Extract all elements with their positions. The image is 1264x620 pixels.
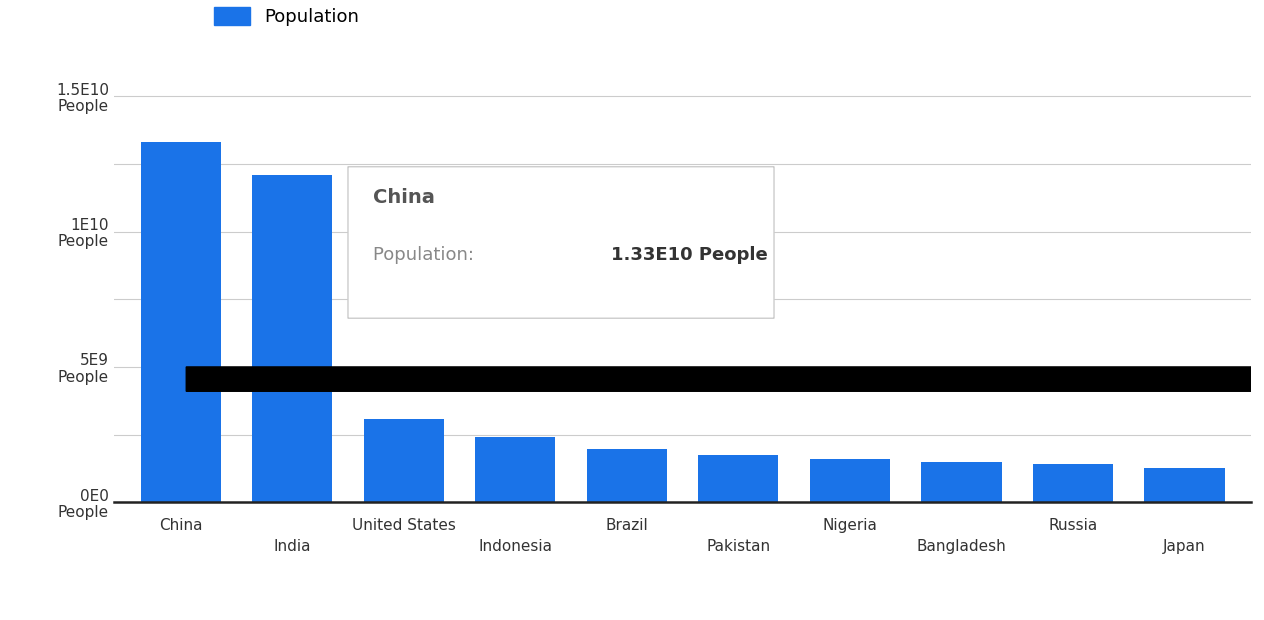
Legend: Population: Population: [214, 7, 359, 26]
Text: Population:: Population:: [373, 246, 479, 264]
Text: Pakistan: Pakistan: [707, 539, 770, 554]
FancyBboxPatch shape: [348, 167, 774, 318]
Text: Russia: Russia: [1048, 518, 1097, 533]
Bar: [1144, 468, 1225, 502]
Bar: [140, 143, 221, 502]
Text: China: China: [159, 518, 202, 533]
Bar: [810, 459, 890, 502]
Text: Bangladesh: Bangladesh: [916, 539, 1006, 554]
Text: Indonesia: Indonesia: [478, 539, 552, 554]
Text: Brazil: Brazil: [605, 518, 648, 533]
Text: Japan: Japan: [1163, 539, 1206, 554]
Text: China: China: [373, 188, 435, 207]
Bar: [475, 436, 555, 502]
Bar: [252, 175, 332, 502]
Bar: [1033, 464, 1114, 502]
Text: India: India: [273, 539, 311, 554]
Bar: [698, 455, 779, 502]
Bar: [364, 418, 444, 502]
Text: 1.33E10 People: 1.33E10 People: [612, 246, 769, 264]
Bar: [586, 449, 667, 502]
Bar: [921, 462, 1001, 502]
Polygon shape: [186, 367, 1264, 391]
Text: United States: United States: [351, 518, 456, 533]
Text: Nigeria: Nigeria: [823, 518, 877, 533]
